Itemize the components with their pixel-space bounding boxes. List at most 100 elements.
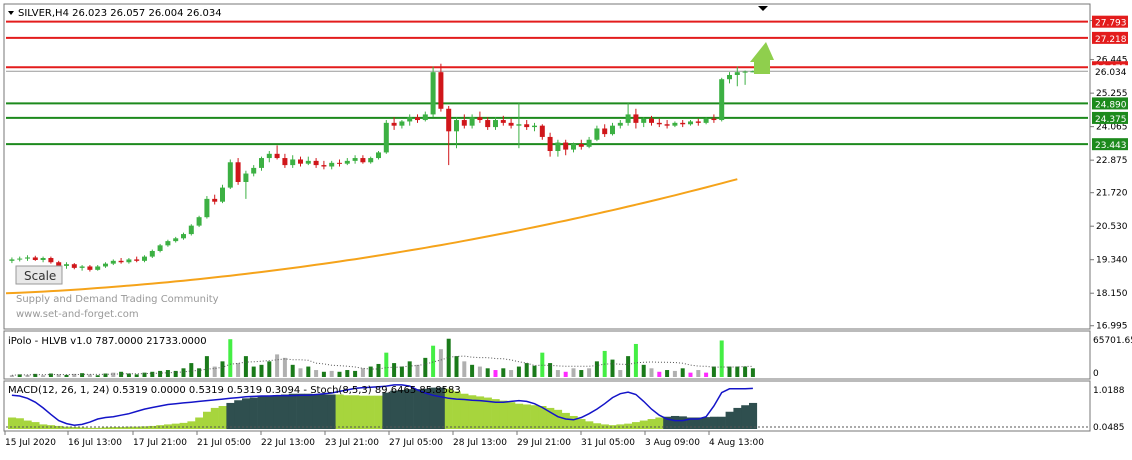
candle-body — [477, 117, 483, 121]
level-label: 23.443 — [1095, 141, 1127, 151]
candle-body — [500, 120, 506, 123]
volume-bar — [95, 375, 100, 377]
macd-histogram-bar — [195, 417, 204, 429]
macd-histogram-bar — [257, 396, 266, 429]
candle — [204, 196, 210, 219]
volume-bar — [727, 366, 732, 377]
macd-histogram-bar — [608, 425, 617, 429]
candle — [344, 158, 350, 166]
level-label-box — [1092, 138, 1128, 151]
volume-bar — [477, 366, 482, 377]
shift-marker-icon[interactable] — [758, 6, 768, 11]
volume-bar — [134, 374, 139, 377]
macd-histogram-bar — [546, 407, 555, 429]
macd-histogram-bar — [717, 416, 726, 429]
candle-body — [181, 234, 186, 239]
macd-histogram-bar — [616, 424, 625, 429]
candle — [633, 108, 639, 129]
candle-body — [274, 153, 280, 159]
volume-bar — [688, 372, 693, 377]
macd-histogram-bar — [749, 402, 758, 429]
candle-body — [688, 121, 693, 125]
macd-histogram-bar — [468, 395, 477, 429]
up-arrow-icon — [750, 42, 774, 74]
volume-bar — [360, 368, 365, 377]
candle — [282, 153, 288, 168]
volume-bar — [672, 370, 677, 377]
macd-histogram-bar — [725, 411, 734, 429]
macd-histogram-bar — [530, 405, 539, 429]
volume-bar — [56, 374, 61, 377]
candle — [578, 139, 584, 150]
candle — [734, 66, 740, 87]
candle-body — [227, 162, 233, 188]
macd-histogram-bar — [585, 421, 594, 429]
macd-histogram-bar — [413, 389, 422, 429]
candle — [79, 265, 85, 271]
volume-bar — [633, 343, 638, 377]
volume-bar — [236, 363, 241, 377]
volume-bar — [243, 356, 248, 377]
macd-histogram-bar — [93, 427, 102, 429]
candle-body — [711, 118, 717, 121]
macd-histogram-bar — [522, 404, 531, 429]
candle-body — [422, 114, 428, 121]
symbol-dropdown-icon[interactable] — [8, 11, 14, 15]
volume-bar — [314, 370, 319, 377]
candle — [337, 159, 342, 167]
candle — [695, 118, 701, 126]
macd-histogram-bar — [733, 407, 742, 429]
macd-histogram-bar — [444, 388, 453, 429]
candle-body — [9, 259, 15, 261]
macd-histogram-bar — [702, 417, 711, 429]
y-tick-label: 24.065 — [1096, 123, 1128, 133]
macd-histogram-bar — [281, 394, 290, 429]
macd-histogram-bar — [15, 418, 24, 429]
macd-histogram-bar — [101, 427, 110, 429]
volume-bars-layer: 65701.65 0 — [9, 336, 1132, 379]
macd-histogram-bar — [327, 394, 336, 429]
candle — [500, 115, 506, 126]
volume-bar — [711, 366, 716, 377]
macd-histogram-bar — [538, 406, 547, 429]
x-tick-label: 23 Jul 21:00 — [325, 438, 379, 448]
candle-body — [485, 120, 491, 128]
macd-histogram-bar — [296, 393, 305, 429]
y-tick-label: 16.995 — [1096, 322, 1128, 332]
candle — [703, 117, 709, 125]
volume-bar — [87, 374, 92, 377]
volume-bar — [142, 372, 147, 377]
candle-body — [602, 128, 608, 135]
candle — [17, 256, 23, 262]
candle — [415, 114, 420, 123]
main-pane[interactable] — [3, 3, 1091, 330]
macd-histogram-bar — [655, 417, 664, 429]
volume-bar — [329, 370, 334, 377]
candle-body — [142, 256, 147, 261]
macd-histogram-bar — [78, 427, 87, 429]
volume-bar — [626, 356, 631, 377]
level-label: 24.375 — [1095, 115, 1127, 125]
candle-body — [126, 259, 132, 263]
watermark-line-2: www.set-and-forget.com — [16, 309, 139, 320]
candle-body — [188, 225, 194, 235]
candle-body — [352, 158, 358, 161]
candle-body — [727, 74, 732, 80]
volume-bar — [267, 361, 272, 377]
volume-bar — [415, 364, 420, 377]
y-tick-label: 25.255 — [1096, 89, 1128, 99]
candle — [212, 194, 218, 205]
scale-button[interactable] — [15, 265, 63, 285]
volume-bar — [431, 345, 436, 377]
macd-histogram-bar — [335, 394, 344, 429]
candle-body — [539, 125, 545, 137]
volume-bar — [532, 365, 537, 377]
volume-header: iPolo - HLVB v1.0 787.0000 21733.0000 — [8, 336, 207, 347]
volume-bar — [25, 374, 30, 377]
level-label-box — [1092, 111, 1128, 124]
candle — [493, 117, 498, 130]
moving-average-layer — [5, 178, 738, 295]
candle-body — [656, 122, 662, 125]
candle — [71, 263, 77, 270]
